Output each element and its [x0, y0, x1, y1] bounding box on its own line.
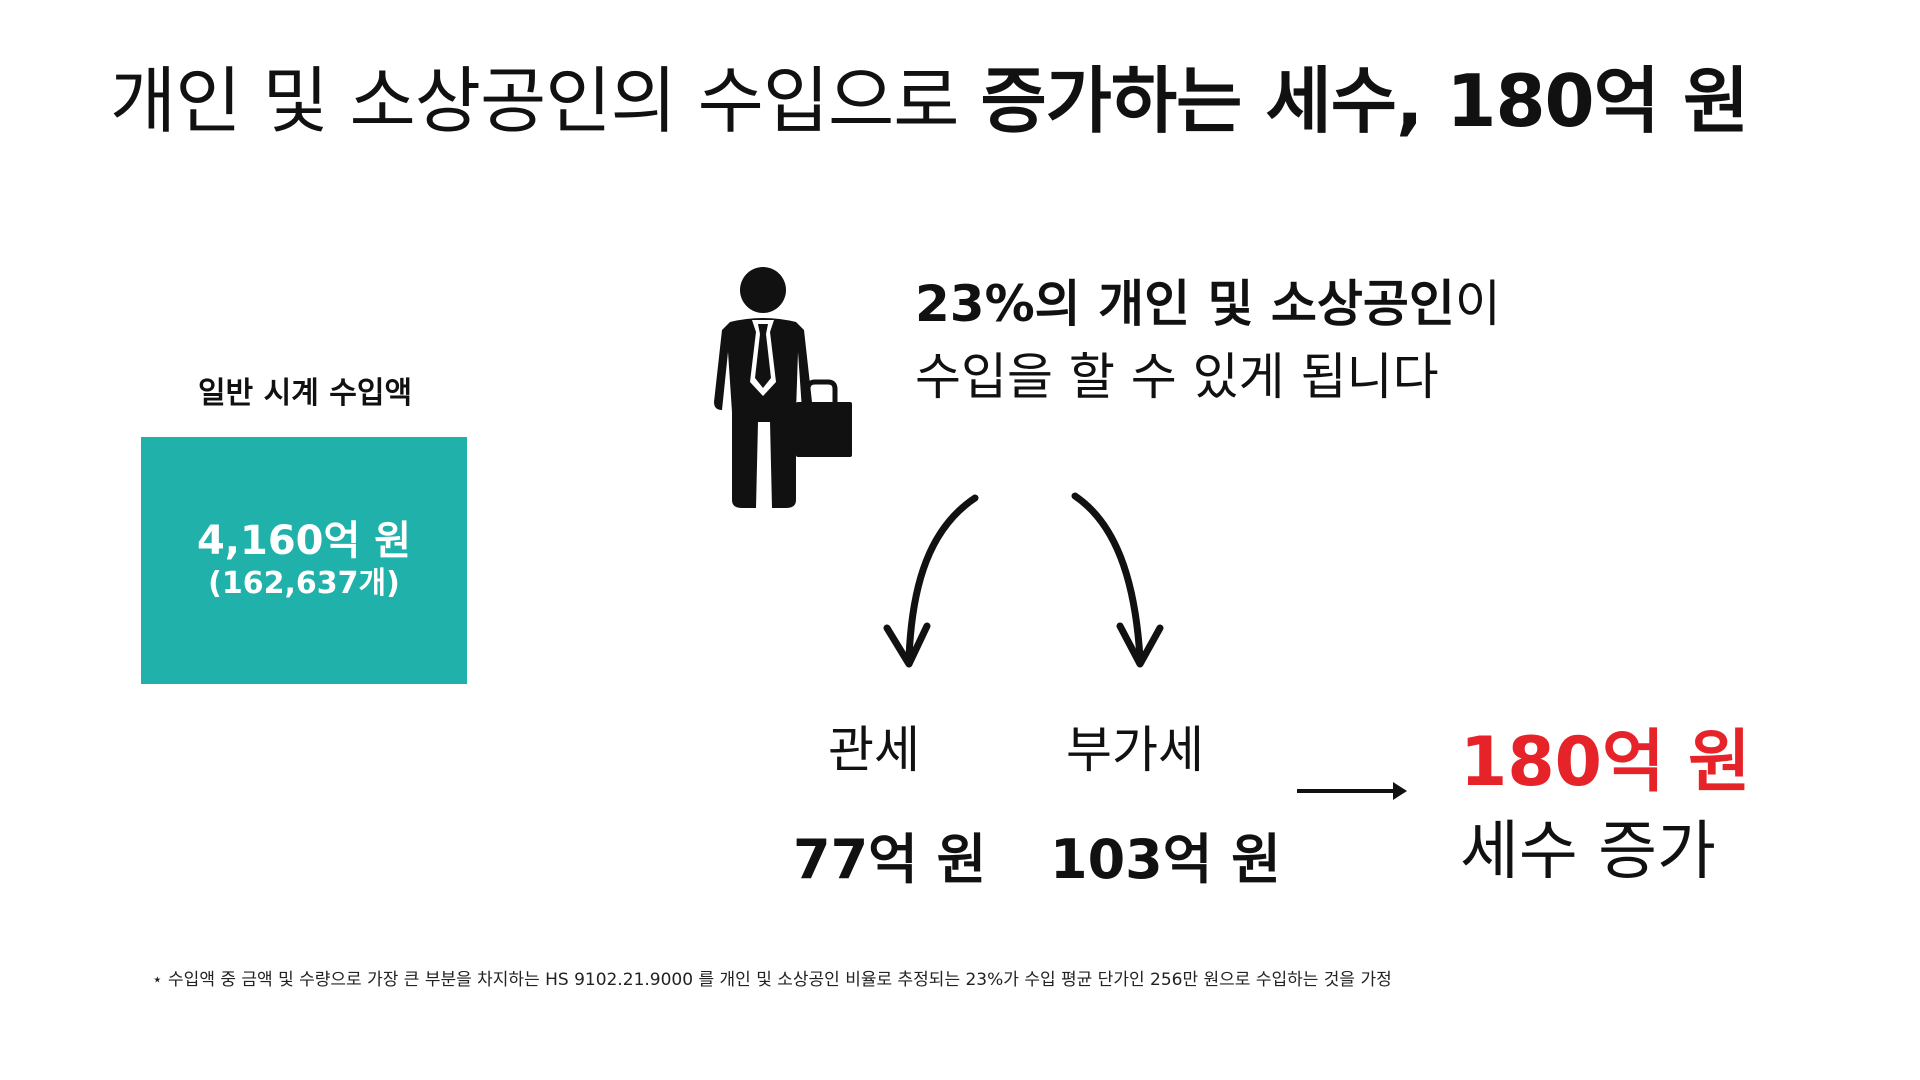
headline: 23%의 개인 및 소상공인이 수입을 할 수 있게 됩니다 — [915, 268, 1501, 413]
headline-line-2: 수입을 할 수 있게 됩니다 — [915, 347, 1439, 406]
result-text: 세수 증가 — [1460, 815, 1716, 889]
right-arrow-icon — [1297, 782, 1407, 800]
left-curved-arrow-icon — [883, 494, 979, 668]
customs-duty-label: 관세 — [828, 721, 920, 779]
vat-value: 103억 원 — [1050, 828, 1281, 891]
footnote: ⋆ 수입액 중 금액 및 수량으로 가장 큰 부분을 차지하는 HS 9102.… — [152, 970, 1392, 990]
title-light-part: 개인 및 소상공인의 수입으로 — [110, 59, 981, 143]
headline-bold-part: 23%의 개인 및 소상공인 — [915, 275, 1455, 333]
headline-line-1: 23%의 개인 및 소상공인이 — [915, 268, 1501, 341]
title-bold-part: 증가하는 세수, 180억 원 — [980, 59, 1749, 143]
split-arrows — [883, 492, 1164, 668]
import-amount-value: 4,160억 원 — [196, 518, 412, 564]
businessman-with-briefcase-icon — [714, 267, 852, 508]
result-amount: 180억 원 — [1460, 723, 1751, 802]
import-amount-label: 일반 시계 수입액 — [197, 376, 413, 411]
right-curved-arrow-icon — [1071, 492, 1164, 668]
vat-label: 부가세 — [1066, 721, 1204, 779]
import-count-value: (162,637개) — [208, 566, 400, 601]
headline-normal-part: 이 — [1454, 275, 1501, 333]
page-title: 개인 및 소상공인의 수입으로 증가하는 세수, 180억 원 — [110, 59, 1749, 143]
customs-duty-value: 77억 원 — [793, 828, 987, 891]
import-amount-box: 4,160억 원 (162,637개) — [141, 437, 467, 684]
